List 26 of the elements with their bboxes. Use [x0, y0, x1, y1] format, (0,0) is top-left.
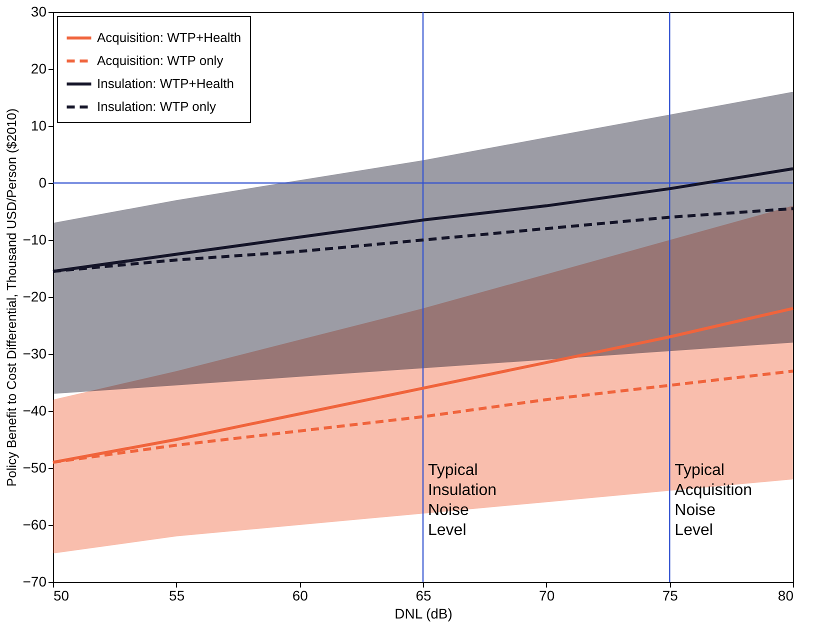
ref-line-label: Typical Acquisition Noise Level [674, 462, 752, 539]
y-tick-label: 10 [30, 118, 47, 134]
y-axis-title: Policy Benefit to Cost Differential, Thousand USD/Person ($2010) [4, 108, 19, 487]
x-tick-label: 70 [539, 588, 555, 604]
y-tick-label: −50 [22, 460, 47, 476]
y-tick-label: −40 [22, 402, 47, 418]
legend-label: Acquisition: WTP+Health [97, 30, 242, 45]
legend-label: Insulation: WTP+Health [97, 76, 234, 91]
x-tick-label: 60 [292, 588, 308, 604]
y-tick-label: −20 [22, 288, 47, 304]
y-tick-label: 30 [30, 4, 47, 20]
y-tick-label: −30 [22, 346, 47, 362]
y-tick-label: −10 [22, 232, 47, 248]
x-tick-label: 65 [416, 588, 432, 604]
y-tick-label: −70 [22, 574, 47, 590]
y-tick-label: −60 [22, 516, 47, 532]
x-tick-label: 75 [662, 588, 678, 604]
x-axis-title: DNL (dB) [394, 606, 452, 622]
y-tick-label: 20 [30, 60, 47, 76]
legend-label: Acquisition: WTP only [97, 53, 224, 68]
legend-label: Insulation: WTP only [97, 99, 216, 114]
x-tick-label: 55 [169, 588, 185, 604]
x-tick-label: 80 [778, 588, 794, 604]
x-tick-label: 50 [54, 588, 70, 604]
y-tick-label: 0 [38, 174, 47, 190]
ref-line-label: Typical Insulation Noise Level [428, 462, 496, 539]
